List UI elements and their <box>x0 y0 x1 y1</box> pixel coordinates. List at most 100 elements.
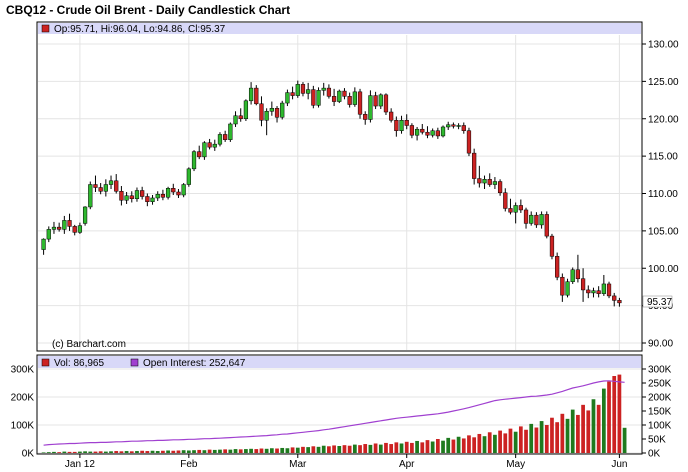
candle-body <box>82 206 88 224</box>
volume-bar <box>441 440 445 453</box>
volume-bar <box>212 449 217 453</box>
volume-bar <box>425 440 430 453</box>
volume-bar <box>161 450 165 453</box>
volume-bar <box>186 450 191 453</box>
volume-bar <box>103 451 108 453</box>
candle-body <box>539 214 544 226</box>
price-tick-label: 120.00 <box>648 114 679 125</box>
volume-bar <box>62 451 67 453</box>
candle-body <box>145 196 150 202</box>
candle <box>41 238 46 255</box>
candle <box>124 192 129 204</box>
candle-body <box>134 190 140 199</box>
volume-bar <box>223 449 228 453</box>
volume-bar <box>420 442 425 453</box>
volume-bars <box>41 374 627 453</box>
volume-bar <box>275 448 279 453</box>
volume-bar <box>166 450 170 453</box>
volume-bar <box>404 441 409 453</box>
candle-body <box>451 124 456 127</box>
candle-body <box>534 214 539 226</box>
oi-legend-swatch <box>130 358 139 367</box>
volume-bar <box>524 429 528 453</box>
candle <box>207 138 212 150</box>
candle <box>373 91 378 110</box>
price-tick-label: 115.00 <box>648 152 678 163</box>
candle-body <box>523 209 529 224</box>
candle-body <box>601 283 606 294</box>
candle <box>254 85 259 106</box>
candle-body <box>342 90 347 97</box>
candle-body <box>223 134 228 140</box>
volume-bar <box>295 447 300 453</box>
candle <box>326 84 332 99</box>
last-price-box <box>642 295 673 308</box>
candle-body <box>482 179 487 184</box>
candle-body <box>191 151 197 170</box>
candle-body <box>357 91 363 115</box>
candle <box>82 206 88 226</box>
date-tick-label: Feb <box>180 459 198 470</box>
volume-bar <box>218 449 222 453</box>
candle <box>482 175 487 190</box>
candle <box>477 165 482 188</box>
volume-bar <box>430 441 435 453</box>
volume-bar <box>254 449 259 453</box>
candle <box>549 233 555 260</box>
candle-body <box>544 214 549 237</box>
volume-bar <box>513 431 518 453</box>
oi-legend-text: Open Interest: 252,647 <box>143 358 246 369</box>
volume-tick-label-right: 50K <box>648 435 666 446</box>
candle <box>363 111 368 125</box>
last-price-label: 95.37 <box>647 297 672 308</box>
volume-bar <box>306 447 311 453</box>
candle-body <box>513 205 518 213</box>
candle <box>248 82 254 105</box>
candle-body <box>77 225 83 233</box>
price-tick-label: 110.00 <box>648 189 678 200</box>
volume-bar <box>607 381 611 453</box>
candle-body <box>497 181 503 194</box>
candle <box>606 281 612 299</box>
candle <box>197 145 202 160</box>
candle <box>264 108 269 136</box>
volume-bar <box>285 448 290 453</box>
price-tick-label: 90.00 <box>648 339 673 350</box>
candle-body <box>295 84 300 96</box>
candle-body <box>280 102 285 118</box>
candle <box>570 267 575 284</box>
volume-bar <box>415 440 419 453</box>
date-tick-label: Jun <box>611 459 627 470</box>
price-legend-text: Op:95.71, Hi:96.04, Lo:94.86, Cl:95.37 <box>54 24 226 35</box>
candle <box>451 122 456 129</box>
volume-bar <box>264 448 269 453</box>
candle <box>285 89 290 107</box>
volume-bar <box>461 438 466 453</box>
candle <box>337 89 342 104</box>
candle <box>389 108 394 123</box>
volume-bar <box>389 444 394 453</box>
candle-body <box>378 94 383 107</box>
volume-bar <box>399 443 404 453</box>
candle-body <box>518 205 523 211</box>
volume-bar <box>596 404 601 453</box>
candle-body <box>331 96 337 102</box>
volume-tick-label-right: 200K <box>648 393 672 404</box>
volume-bar <box>249 448 253 453</box>
date-tick-label: May <box>506 459 525 470</box>
volume-bar <box>150 450 155 453</box>
volume-bar <box>244 449 248 453</box>
candle-body <box>612 295 617 301</box>
volume-bar <box>576 414 580 453</box>
volume-bar <box>52 451 56 453</box>
candle-body <box>129 195 134 199</box>
candle <box>77 222 83 234</box>
volume-bar <box>565 418 570 453</box>
volume-bar <box>342 445 347 453</box>
candle-body <box>503 192 508 209</box>
candles <box>41 80 622 307</box>
volume-bar <box>41 452 46 453</box>
price-tick-label: 100.00 <box>648 264 679 275</box>
volume-bar <box>601 388 606 453</box>
candle <box>57 222 62 232</box>
